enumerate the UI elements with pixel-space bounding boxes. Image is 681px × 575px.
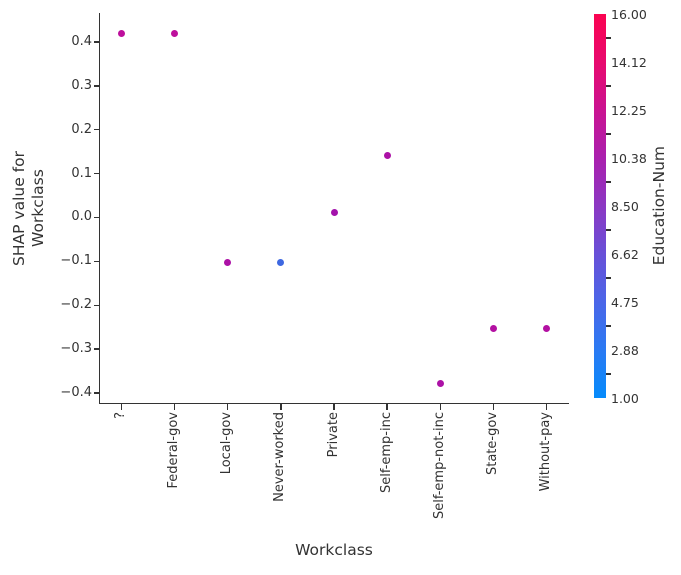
y-tick-mark bbox=[94, 392, 100, 394]
x-tick-label: ? bbox=[112, 412, 128, 419]
colorbar-minor-tick bbox=[606, 277, 611, 279]
colorbar-gradient bbox=[594, 14, 606, 398]
colorbar-minor-tick bbox=[606, 325, 611, 327]
y-tick-label: 0.0 bbox=[71, 209, 92, 225]
scatter-point bbox=[170, 30, 178, 38]
x-tick-label: Private bbox=[325, 412, 341, 458]
scatter-point bbox=[436, 380, 444, 388]
colorbar-label-box: Education-Num bbox=[648, 14, 670, 398]
scatter-point bbox=[383, 152, 391, 160]
colorbar-tick-label: 12.25 bbox=[611, 102, 647, 118]
colorbar-label: Education-Num bbox=[650, 146, 668, 266]
y-tick-label: 0.4 bbox=[71, 34, 92, 50]
y-tick-mark bbox=[94, 85, 100, 87]
scatter-point bbox=[117, 30, 125, 38]
x-tick-mark bbox=[546, 404, 548, 410]
colorbar-tick-label: 10.38 bbox=[611, 150, 647, 166]
x-tick-mark bbox=[439, 404, 442, 410]
y-tick-mark bbox=[94, 348, 100, 350]
x-tick-label: Never-worked bbox=[272, 412, 288, 502]
colorbar-minor-tick bbox=[606, 37, 611, 39]
colorbar-minor-tick bbox=[606, 181, 611, 183]
y-tick-label: 0.2 bbox=[71, 121, 92, 137]
y-axis-spine bbox=[99, 13, 101, 404]
colorbar-minor-tick bbox=[606, 133, 611, 135]
scatter-point bbox=[543, 324, 551, 332]
x-tick-label: State-gov bbox=[485, 412, 501, 476]
y-tick-mark bbox=[94, 216, 100, 219]
scatter-point bbox=[277, 259, 285, 267]
colorbar-tick-label: 1.00 bbox=[611, 390, 639, 406]
colorbar-minor-tick bbox=[606, 373, 611, 375]
x-tick-mark bbox=[226, 404, 229, 410]
x-tick-label: Self-emp-not-inc bbox=[431, 412, 447, 520]
y-tick-mark bbox=[94, 260, 100, 263]
x-tick-mark bbox=[333, 404, 335, 410]
x-axis-spine bbox=[99, 403, 569, 405]
y-tick-label: 0.3 bbox=[71, 77, 92, 93]
y-tick-label: 0.1 bbox=[71, 165, 92, 181]
y-tick-label: −0.4 bbox=[60, 384, 92, 400]
colorbar-tick-label: 4.75 bbox=[611, 294, 639, 310]
colorbar-tick-label: 14.12 bbox=[611, 54, 647, 70]
scatter-point bbox=[224, 259, 232, 267]
x-axis-label: Workclass bbox=[295, 541, 373, 559]
colorbar-tick-label: 16.00 bbox=[611, 6, 647, 22]
colorbar-tick-label: 2.88 bbox=[611, 342, 639, 358]
y-tick-mark bbox=[94, 172, 100, 175]
x-tick-mark bbox=[492, 404, 495, 410]
x-tick-mark bbox=[386, 404, 388, 410]
colorbar-minor-tick bbox=[606, 85, 611, 87]
x-tick-label: Local-gov bbox=[219, 412, 235, 475]
scatter-point bbox=[330, 208, 338, 216]
y-tick-label: −0.3 bbox=[60, 341, 92, 357]
y-tick-mark bbox=[94, 41, 100, 43]
colorbar-tick-label: 8.50 bbox=[611, 198, 639, 214]
x-tick-label: Federal-gov bbox=[165, 412, 181, 489]
colorbar-minor-tick bbox=[606, 229, 611, 231]
x-tick-mark bbox=[173, 404, 176, 410]
x-tick-label: Without-pay bbox=[538, 412, 554, 492]
y-tick-label: −0.2 bbox=[60, 297, 92, 313]
x-tick-label: Self-emp-inc bbox=[378, 412, 394, 494]
x-tick-mark bbox=[280, 404, 282, 410]
x-tick-mark bbox=[120, 404, 122, 410]
scatter-point bbox=[490, 324, 498, 332]
y-tick-mark bbox=[94, 129, 100, 131]
y-tick-mark bbox=[94, 304, 100, 306]
y-tick-label: −0.1 bbox=[60, 253, 92, 269]
colorbar-tick-label: 6.62 bbox=[611, 246, 639, 262]
